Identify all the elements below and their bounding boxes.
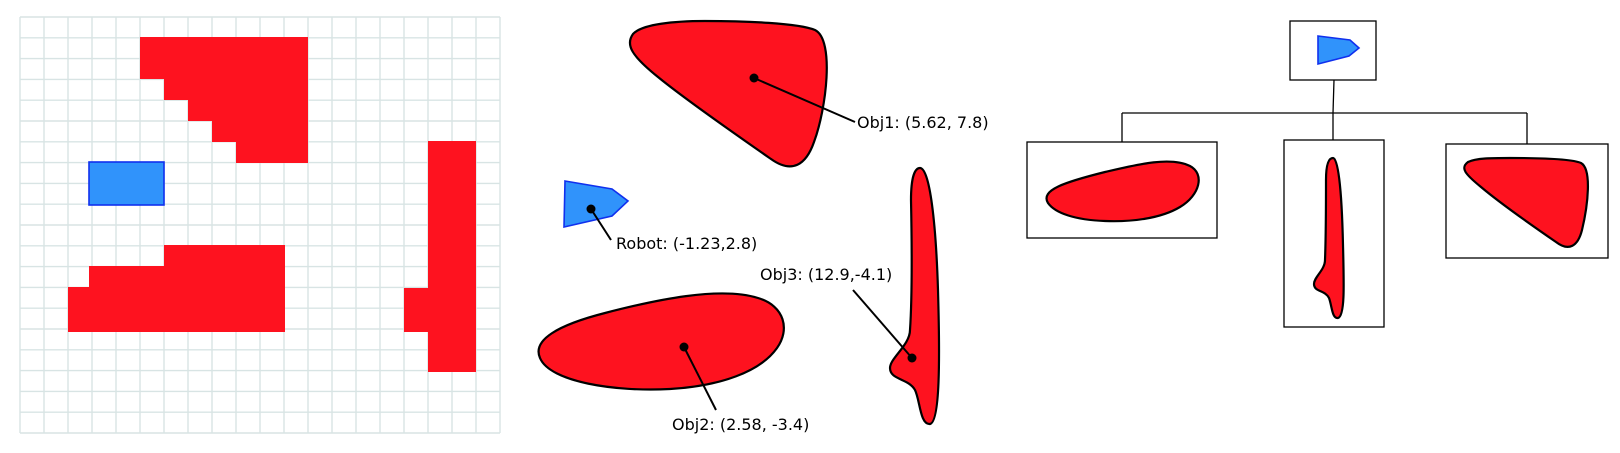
grid-obstacle-1 xyxy=(140,37,308,163)
tree-node-object-1 xyxy=(1445,143,1609,259)
object-3-label: Obj3: (12.9,-4.1) xyxy=(760,265,892,284)
object-2: Obj2: (2.58, -3.4) xyxy=(537,292,809,434)
tree-object-3-shape xyxy=(1312,156,1345,320)
object-2-centroid xyxy=(679,342,689,352)
robot-label: Robot: (-1.23,2.8) xyxy=(616,234,757,253)
object-3-shape xyxy=(888,166,941,426)
tree-robot-icon xyxy=(1317,35,1361,66)
object-1-leader-line xyxy=(753,77,856,123)
object-2-shape xyxy=(537,292,785,391)
grid-obstacle-3 xyxy=(404,141,476,372)
object-3-centroid xyxy=(907,353,917,363)
object-1-shape xyxy=(628,19,828,168)
object-2-leader-line xyxy=(683,346,717,411)
robot: Robot: (-1.23,2.8) xyxy=(563,180,757,253)
occupancy-grid-panel xyxy=(19,16,501,434)
object-2-label: Obj2: (2.58, -3.4) xyxy=(672,415,809,434)
labeled-objects-panel: Obj1: (5.62, 7.8) Obj2: (2.58, -3.4) Obj… xyxy=(537,19,989,434)
tree-node-object-3 xyxy=(1283,139,1385,328)
tree-object-1-shape xyxy=(1463,156,1590,248)
robot-leader-line xyxy=(590,208,612,241)
grid-robot-cell xyxy=(88,161,165,206)
robot-shape xyxy=(563,180,630,229)
grid-obstacle-2 xyxy=(68,245,285,332)
tree-node-robot-box xyxy=(1289,20,1377,81)
object-3: Obj3: (12.9,-4.1) xyxy=(760,166,941,426)
hierarchy-tree-panel xyxy=(1026,20,1609,328)
tree-connector-root xyxy=(1332,79,1335,114)
tree-object-2-shape xyxy=(1045,160,1200,223)
object-1-label: Obj1: (5.62, 7.8) xyxy=(857,113,989,132)
tree-connectors xyxy=(1121,79,1528,144)
tree-node-robot xyxy=(1289,20,1377,81)
robot-centroid xyxy=(586,204,596,214)
object-1-centroid xyxy=(749,73,759,83)
tree-node-object-2 xyxy=(1026,141,1218,239)
object-3-leader-line xyxy=(852,289,913,359)
object-1: Obj1: (5.62, 7.8) xyxy=(628,19,989,168)
